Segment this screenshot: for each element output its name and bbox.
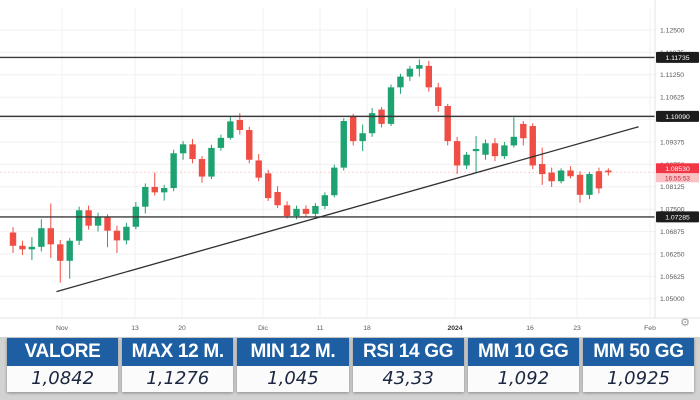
svg-text:16: 16 [526,325,534,332]
stat-column-mm-50-gg: MM 50 GG 1,0925 [582,338,695,392]
stat-value: 1,1276 [146,368,210,389]
svg-text:1.12500: 1.12500 [660,27,685,34]
stat-value: 1,092 [497,368,550,389]
svg-text:13: 13 [131,325,139,332]
svg-text:Dic: Dic [258,325,268,332]
svg-text:1.07500: 1.07500 [660,207,685,214]
svg-text:1.09375: 1.09375 [660,139,685,146]
svg-text:11: 11 [316,325,323,332]
svg-text:1.11250: 1.11250 [660,72,684,79]
stat-value: 43,33 [382,368,434,389]
stat-header: MIN 12 M. [237,338,349,366]
svg-text:Feb: Feb [644,325,656,332]
svg-text:1.11735: 1.11735 [665,55,689,62]
stat-value: 1,0842 [31,368,95,389]
svg-text:1.10625: 1.10625 [660,95,685,102]
svg-text:2024: 2024 [447,325,462,332]
stat-header: RSI 14 GG [352,338,464,366]
chart-canvas[interactable]: 1.125001.118751.112501.106251.100001.093… [0,0,700,337]
candles-series [9,59,612,283]
trendline[interactable] [56,126,639,293]
svg-text:1.07285: 1.07285 [665,215,690,222]
svg-text:16:55:53: 16:55:53 [665,175,690,182]
svg-text:23: 23 [573,325,581,332]
stat-value: 1,0925 [606,368,670,389]
svg-text:Nov: Nov [56,325,69,332]
svg-text:1.08530: 1.08530 [665,166,690,173]
price-badge: 1.11735 [656,51,699,63]
price-badge: 1.07285 [656,211,699,223]
candlestick-chart[interactable]: 1.125001.118751.112501.106251.100001.093… [0,0,700,337]
current-price-badge: 1.08530 16:55:53 [656,163,699,183]
stats-table: VALORE 1,0842 MAX 12 M. 1,1276 MIN 12 M. 1,04… [0,337,700,400]
grid [0,8,655,317]
svg-text:1.05000: 1.05000 [660,296,685,303]
stat-column-max-12-m: MAX 12 M. 1,1276 [122,338,234,392]
svg-text:18: 18 [363,325,371,332]
stat-header: VALORE [7,338,119,366]
stat-column-min-12-m: MIN 12 M. 1,045 [237,338,349,392]
stat-column-rsi-14-gg: RSI 14 GG 43,33 [352,338,464,392]
stat-value: 1,045 [267,368,319,389]
stat-header: MAX 12 M. [122,338,234,366]
svg-text:1.10090: 1.10090 [665,114,690,121]
gear-icon[interactable]: ⚙ [680,317,690,329]
stat-column-valore: VALORE 1,0842 [7,338,119,392]
svg-text:1.06250: 1.06250 [660,251,685,258]
svg-text:1.08125: 1.08125 [660,184,685,191]
svg-text:20: 20 [178,325,186,332]
price-badge: 1.10090 [656,110,699,122]
stat-column-mm-10-gg: MM 10 GG 1,092 [467,338,579,392]
stat-header: MM 50 GG [582,338,695,366]
svg-text:1.05625: 1.05625 [660,274,685,281]
time-scale[interactable]: Nov 13 20 Dic 11 18 2024 16 23 Feb [56,325,656,332]
svg-text:1.06875: 1.06875 [660,229,685,236]
stat-header: MM 10 GG [467,338,579,366]
